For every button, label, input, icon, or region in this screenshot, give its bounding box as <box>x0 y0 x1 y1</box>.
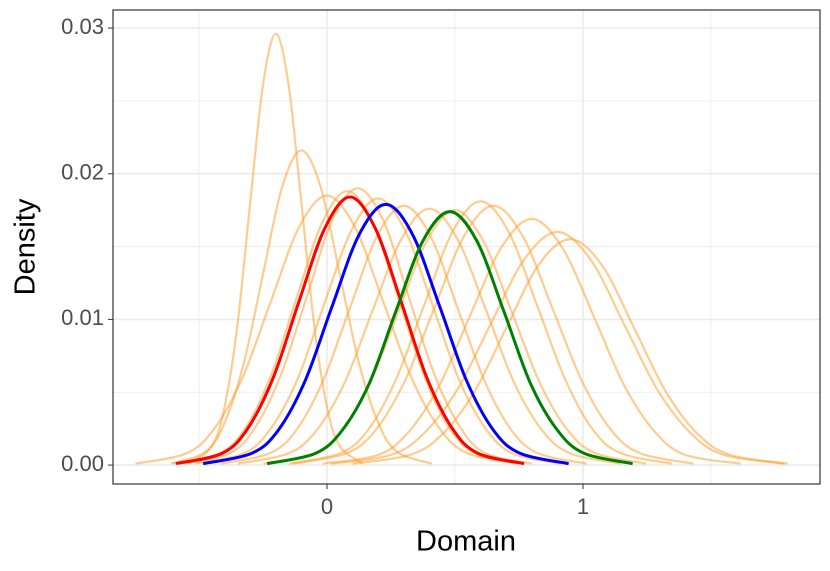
density-line <box>322 217 741 465</box>
density-line <box>292 204 694 465</box>
density-line <box>288 200 673 465</box>
x-axis-title: Domain <box>416 526 516 558</box>
density-line <box>188 32 364 465</box>
density-line <box>183 187 533 465</box>
density-line <box>237 207 622 465</box>
y-tick-label: 0.03 <box>61 14 104 39</box>
x-tick-label: 0 <box>321 494 333 519</box>
density-line <box>170 149 433 465</box>
y-tick-label: 0.02 <box>61 160 104 185</box>
y-tick-label: 0.01 <box>61 305 104 330</box>
density-line <box>266 210 633 466</box>
density-line <box>352 238 788 465</box>
y-axis-title: Density <box>10 198 42 295</box>
density-line <box>220 204 587 465</box>
y-tick-label: 0.00 <box>61 451 104 476</box>
density-line <box>202 202 569 466</box>
x-tick-label: 1 <box>577 494 589 519</box>
density-line <box>173 190 522 465</box>
panel-border <box>112 9 821 485</box>
density-line <box>175 195 525 466</box>
density-line <box>330 230 784 465</box>
density-line <box>135 194 519 465</box>
density-line <box>195 197 562 465</box>
